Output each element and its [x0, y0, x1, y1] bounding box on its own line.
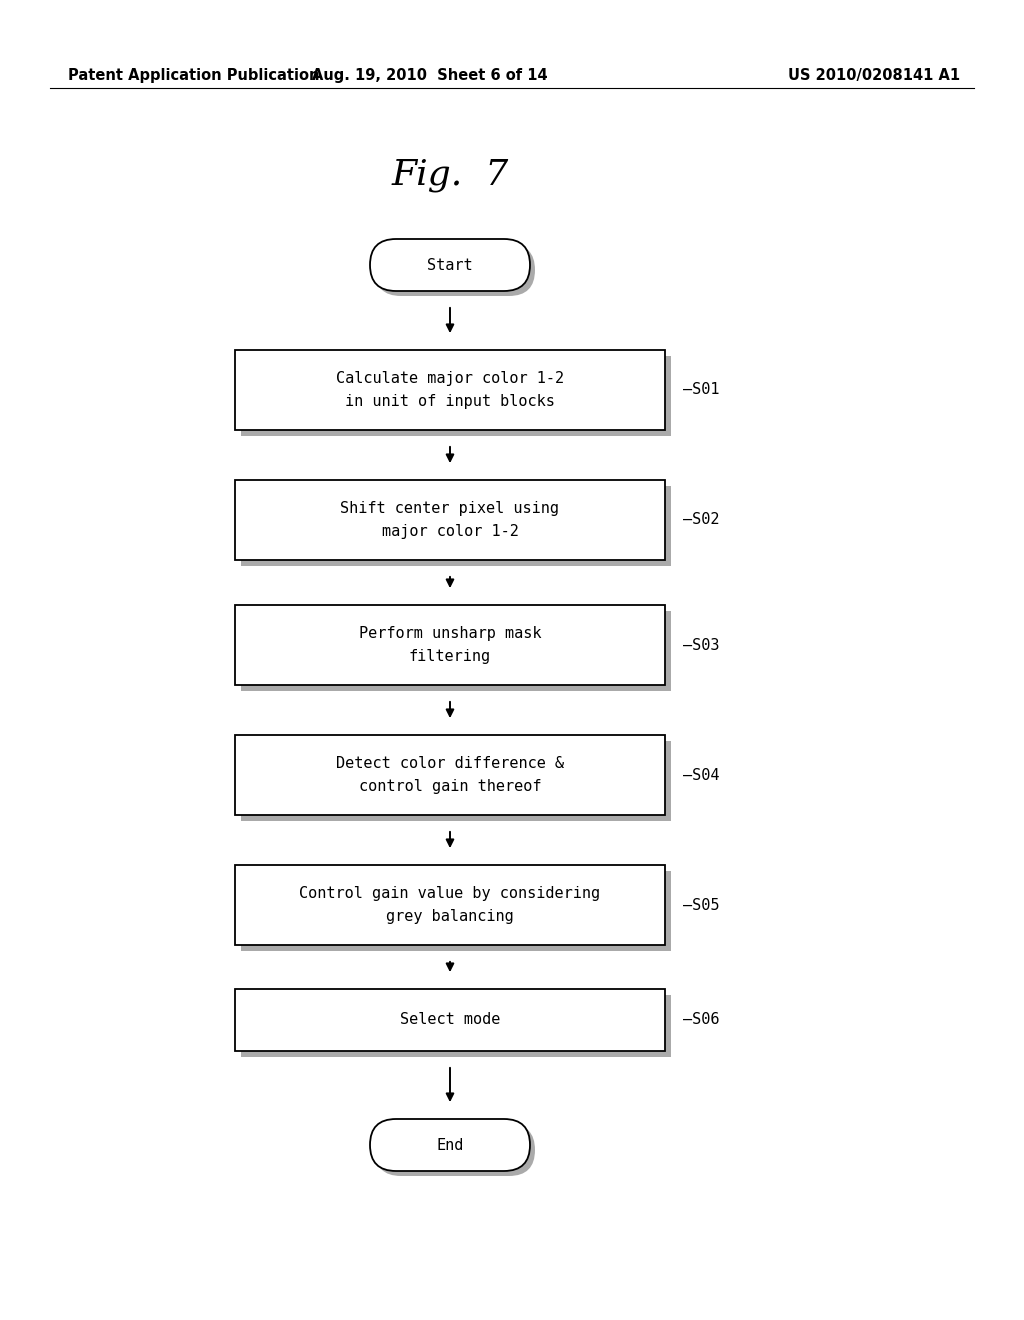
Bar — [234, 480, 665, 560]
Text: —S05: —S05 — [683, 898, 720, 912]
FancyBboxPatch shape — [370, 1119, 530, 1171]
FancyBboxPatch shape — [375, 1125, 535, 1176]
Text: Select mode: Select mode — [399, 1012, 500, 1027]
Bar — [234, 350, 665, 430]
Text: —S02: —S02 — [683, 512, 720, 528]
Text: —S06: —S06 — [683, 1012, 720, 1027]
Text: —S01: —S01 — [683, 383, 720, 397]
Text: Aug. 19, 2010  Sheet 6 of 14: Aug. 19, 2010 Sheet 6 of 14 — [312, 69, 548, 83]
Text: Detect color difference &
control gain thereof: Detect color difference & control gain t… — [336, 756, 564, 793]
Bar — [241, 356, 671, 436]
Bar — [234, 735, 665, 814]
Text: —S03: —S03 — [683, 638, 720, 652]
Bar — [241, 611, 671, 690]
Bar — [234, 605, 665, 685]
Text: Start: Start — [427, 257, 473, 272]
Bar — [234, 989, 665, 1051]
Text: —S04: —S04 — [683, 767, 720, 783]
Bar — [241, 871, 671, 950]
Bar — [234, 865, 665, 945]
FancyBboxPatch shape — [375, 244, 535, 296]
Text: Perform unsharp mask
filtering: Perform unsharp mask filtering — [358, 627, 542, 664]
Bar — [241, 741, 671, 821]
FancyBboxPatch shape — [370, 239, 530, 290]
Text: US 2010/0208141 A1: US 2010/0208141 A1 — [787, 69, 961, 83]
Text: Control gain value by considering
grey balancing: Control gain value by considering grey b… — [299, 887, 600, 924]
Text: Calculate major color 1-2
in unit of input blocks: Calculate major color 1-2 in unit of inp… — [336, 371, 564, 409]
Text: Patent Application Publication: Patent Application Publication — [68, 69, 319, 83]
Text: End: End — [436, 1138, 464, 1152]
Bar — [241, 486, 671, 566]
Text: Shift center pixel using
major color 1-2: Shift center pixel using major color 1-2 — [341, 502, 559, 539]
Text: Fig.  7: Fig. 7 — [391, 158, 509, 191]
Bar — [241, 995, 671, 1057]
